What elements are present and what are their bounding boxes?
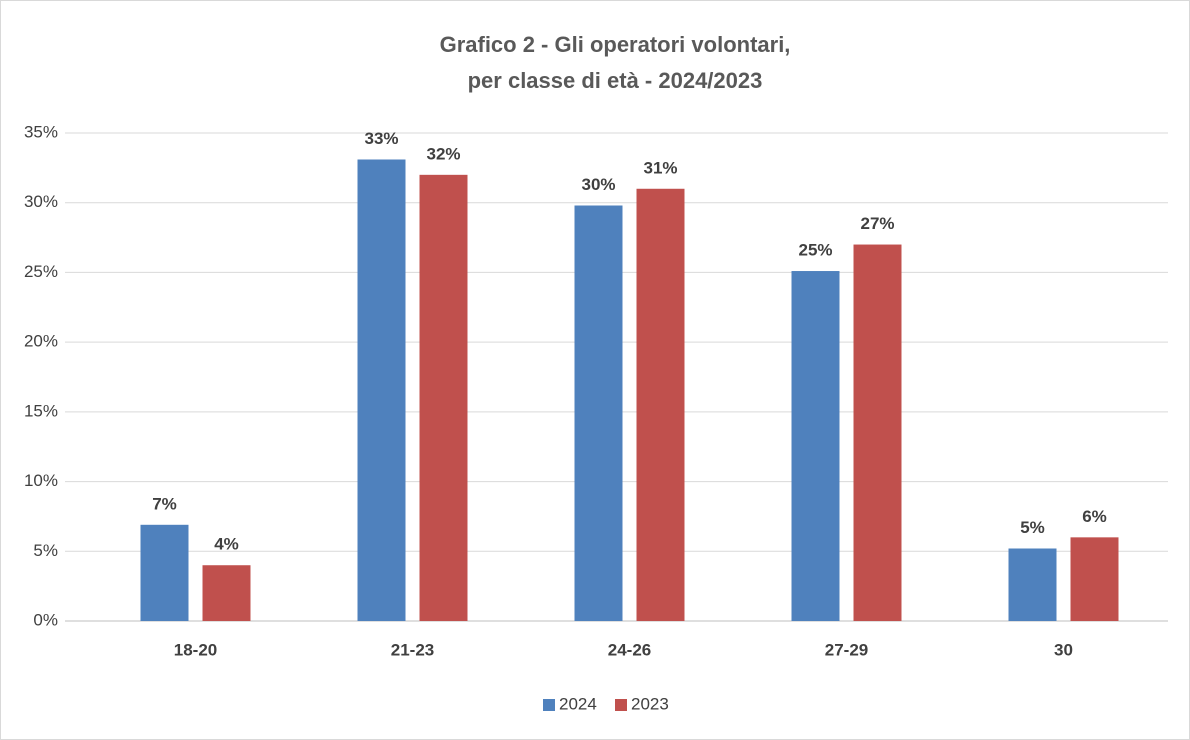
y-tick-label: 25% — [24, 262, 58, 281]
x-tick-label: 24-26 — [608, 640, 651, 659]
x-tick-label: 30 — [1054, 640, 1073, 659]
y-tick-label: 20% — [24, 332, 58, 351]
value-label: 32% — [426, 144, 460, 163]
bar — [140, 524, 189, 621]
bar — [574, 205, 623, 621]
y-tick-label: 15% — [24, 401, 58, 420]
x-tick-label: 18-20 — [174, 640, 217, 659]
bar — [357, 159, 406, 621]
legend-label: 2024 — [559, 694, 597, 713]
value-label: 31% — [643, 158, 677, 177]
value-label: 7% — [152, 494, 177, 513]
value-label: 5% — [1020, 518, 1045, 537]
legend-swatch — [615, 699, 627, 711]
value-label: 33% — [364, 129, 398, 148]
value-label: 27% — [860, 214, 894, 233]
value-label: 6% — [1082, 507, 1107, 526]
bar — [636, 188, 685, 621]
y-tick-label: 10% — [24, 471, 58, 490]
bar — [791, 271, 840, 621]
value-label: 30% — [581, 175, 615, 194]
y-tick-label: 35% — [24, 122, 58, 141]
legend-label: 2023 — [631, 694, 669, 713]
bar — [1070, 537, 1119, 621]
bar — [202, 565, 251, 621]
y-tick-label: 30% — [24, 192, 58, 211]
x-tick-label: 21-23 — [391, 640, 434, 659]
y-tick-label: 5% — [33, 541, 58, 560]
legend-swatch — [543, 699, 555, 711]
bar — [419, 174, 468, 622]
x-tick-label: 27-29 — [825, 640, 868, 659]
value-label: 4% — [214, 535, 239, 554]
chart-title: Grafico 2 - Gli operatori volontari, — [440, 32, 791, 57]
value-label: 25% — [798, 241, 832, 260]
y-tick-label: 0% — [33, 610, 58, 629]
chart-title: per classe di età - 2024/2023 — [468, 68, 763, 93]
bar — [1008, 548, 1057, 621]
bar — [853, 244, 902, 622]
